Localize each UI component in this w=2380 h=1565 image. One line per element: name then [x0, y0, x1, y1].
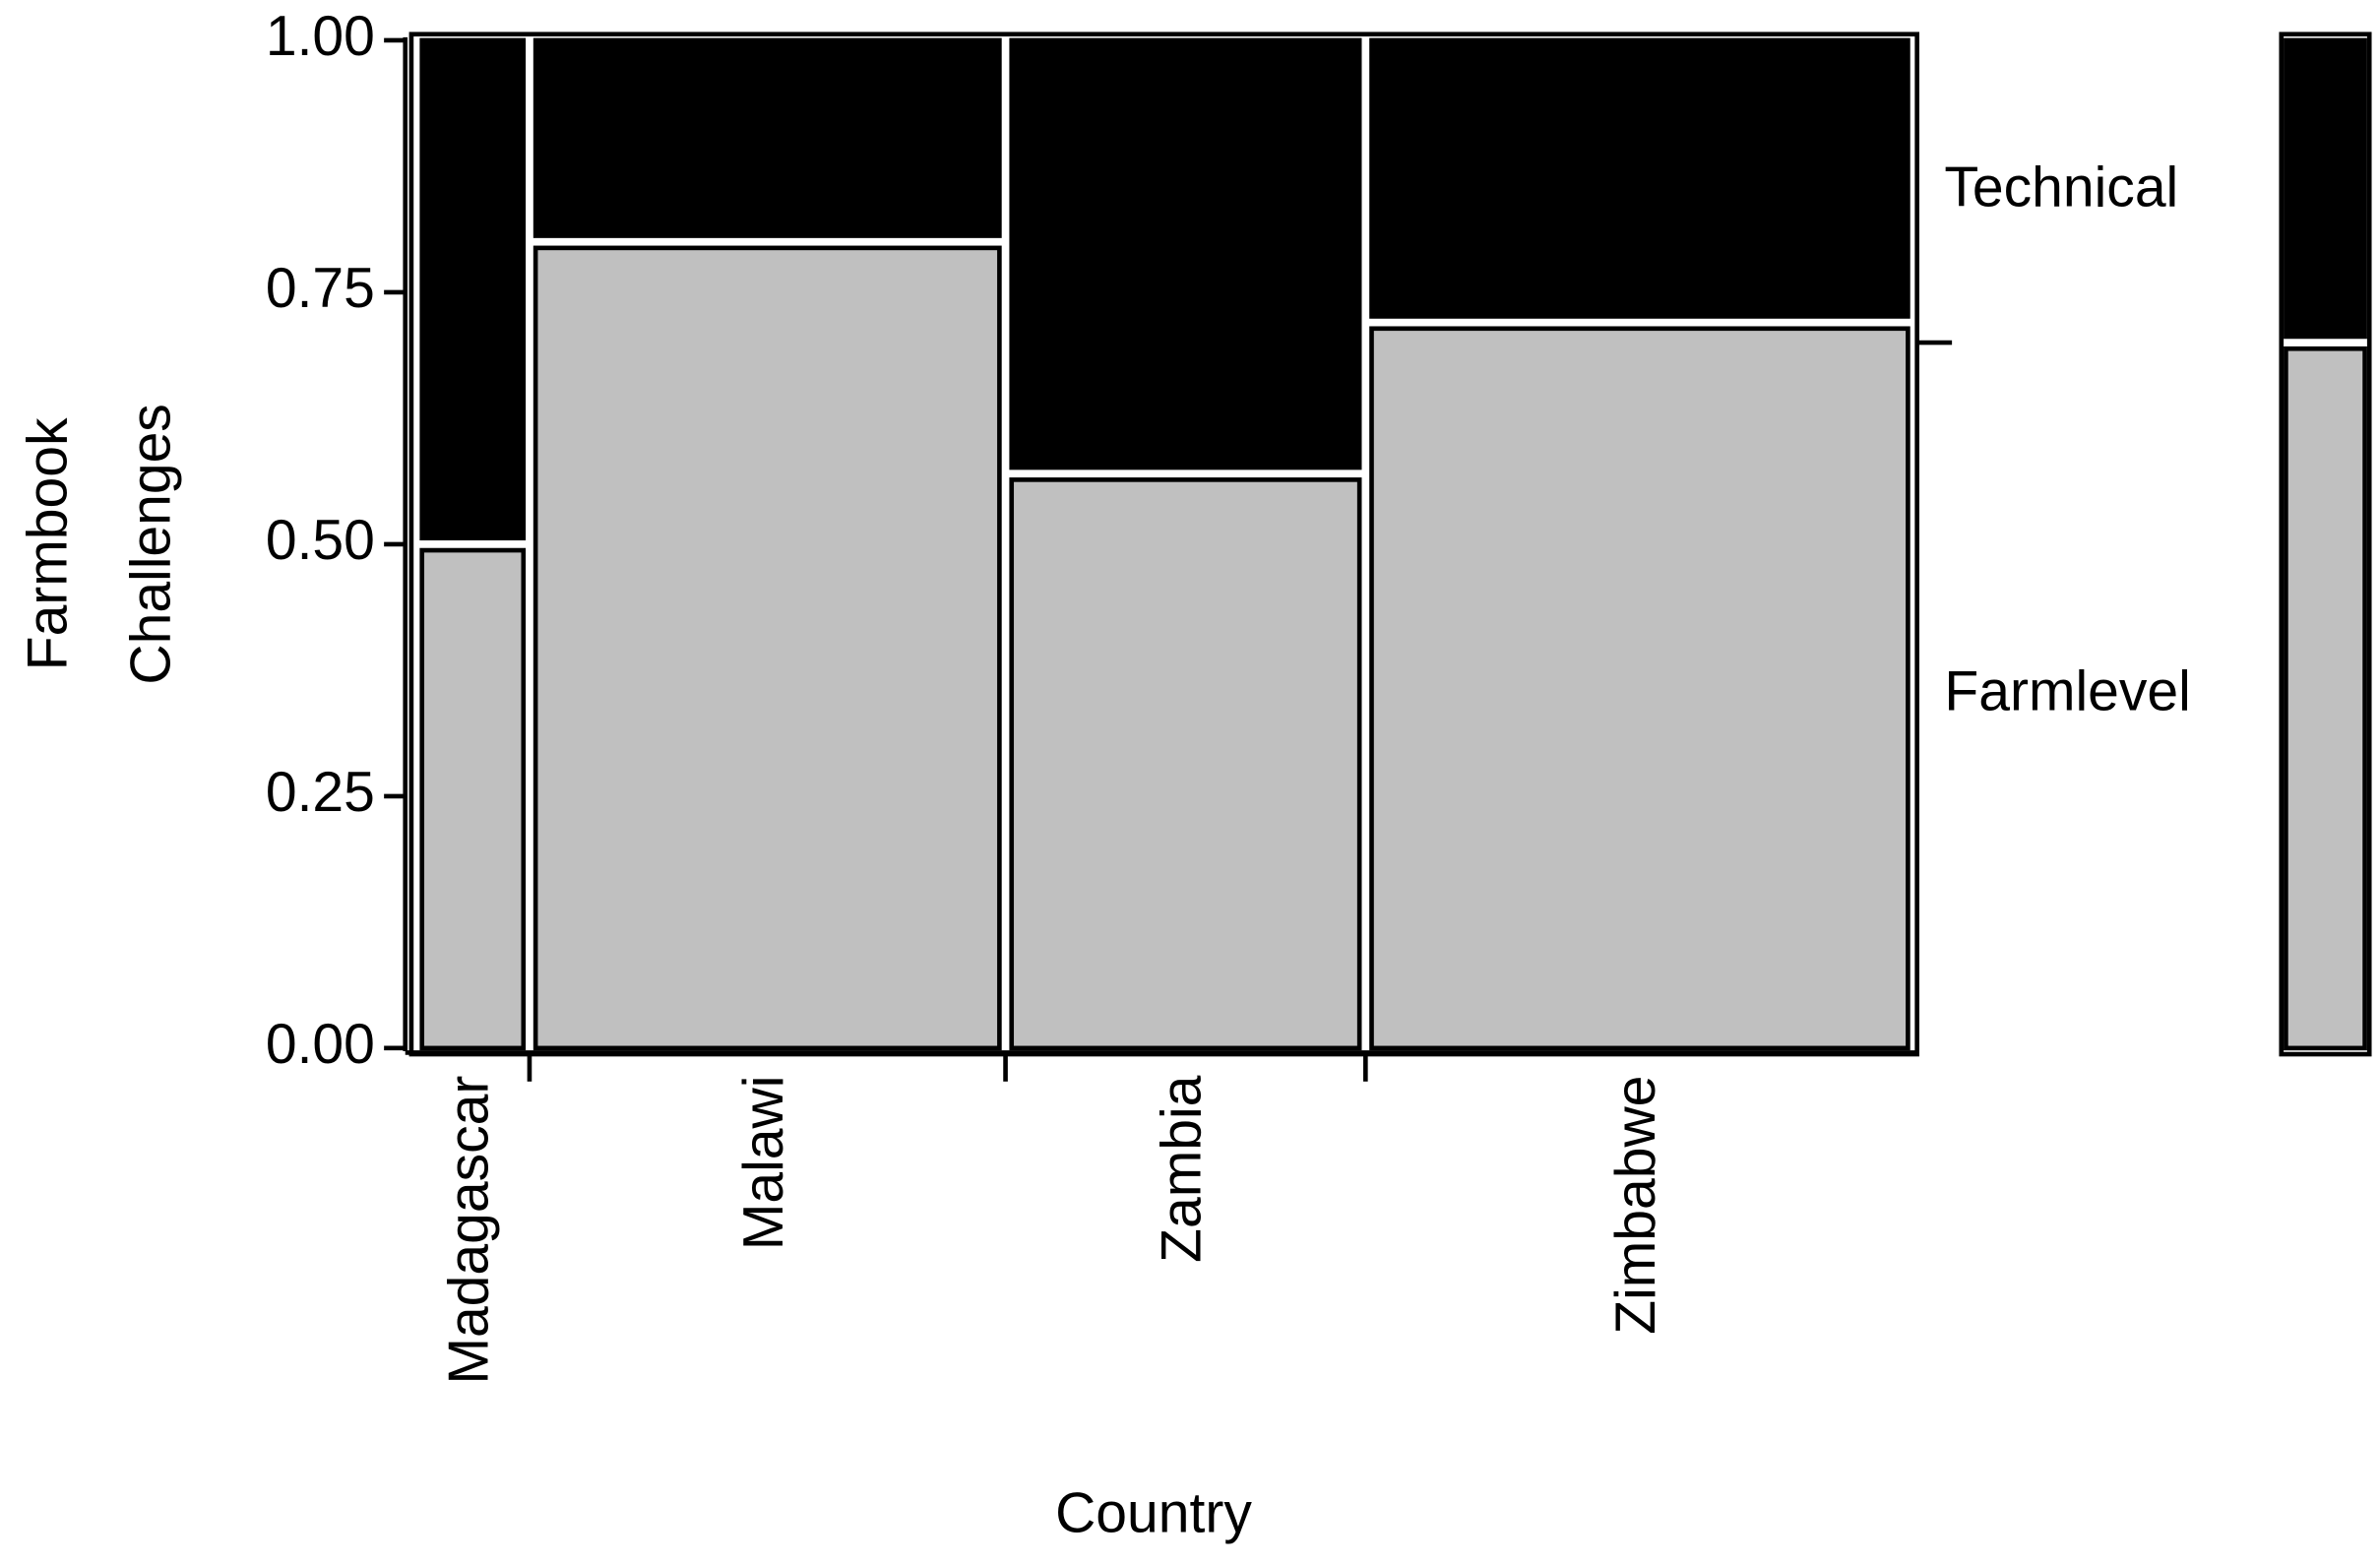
- mosaic-cell: [1009, 37, 1362, 470]
- legend-label: Farmlevel: [1944, 660, 2190, 723]
- mosaic-cell: [419, 37, 527, 541]
- mosaic-cell: [419, 547, 527, 1051]
- legend-label: Technical: [1944, 156, 2178, 219]
- mosaic-cell: [532, 37, 1002, 238]
- mosaic-cell: [1369, 326, 1910, 1051]
- y-tick-label: 0.50: [266, 509, 375, 572]
- marginal-cell: [2284, 37, 2367, 340]
- mosaic-cell: [532, 245, 1002, 1051]
- y-axis-title: Challenges: [119, 404, 182, 684]
- y-tick-label: 0.00: [266, 1013, 375, 1076]
- mosaic-cell: [1369, 37, 1910, 319]
- x-tick-label: Malawi: [732, 1076, 795, 1251]
- x-tick-label: Zimbabwe: [1604, 1076, 1667, 1335]
- x-axis-title: Country: [1055, 1481, 1252, 1544]
- y-tick-label: 0.25: [266, 761, 375, 824]
- x-tick-label: Madagascar: [437, 1076, 500, 1385]
- marginal-cell: [2284, 345, 2367, 1051]
- y-tick-label: 1.00: [266, 5, 375, 68]
- y-axis-title: Farmbook: [17, 417, 80, 670]
- marginal-frame: [2279, 31, 2372, 1057]
- mosaic-cell: [1009, 477, 1362, 1051]
- x-tick-label: Zambia: [1151, 1075, 1214, 1262]
- y-tick-label: 0.75: [266, 257, 375, 320]
